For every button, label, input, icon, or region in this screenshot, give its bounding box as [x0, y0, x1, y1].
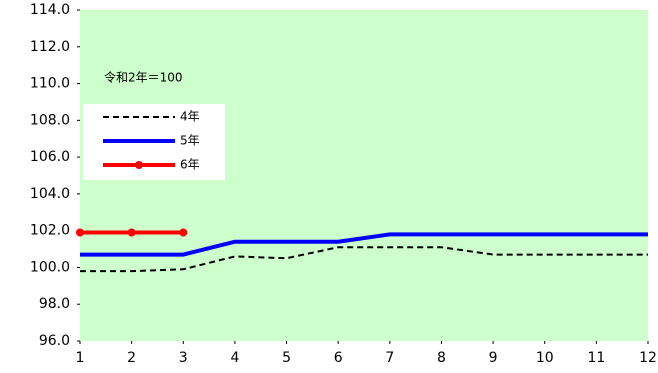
legend-label: 5年 — [180, 134, 200, 148]
series-line — [80, 232, 648, 257]
x-tick-label: 8 — [437, 350, 446, 366]
x-tick-label: 11 — [587, 350, 605, 366]
x-tick-label: 6 — [334, 350, 343, 366]
x-tick-label: 7 — [385, 350, 394, 366]
series-line — [80, 246, 648, 273]
x-tick-label: 9 — [489, 350, 498, 366]
y-tick-label: 106.0 — [30, 149, 70, 165]
x-tick-label: 5 — [282, 350, 291, 366]
x-tick-label: 12 — [639, 350, 657, 366]
legend-marker — [135, 161, 143, 169]
y-tick-label: 112.0 — [30, 39, 70, 55]
marker — [127, 228, 136, 237]
annotation: 令和2年＝100 — [104, 70, 183, 85]
plot — [76, 9, 649, 344]
x-tick-label: 4 — [230, 350, 239, 366]
legend-label: 4年 — [180, 110, 200, 124]
y-tick-label: 114.0 — [30, 2, 70, 18]
y-tick-label: 98.0 — [39, 296, 70, 312]
y-tick-label: 96.0 — [39, 333, 70, 349]
legend-label: 6年 — [180, 158, 200, 172]
x-tick-label: 2 — [127, 350, 136, 366]
y-tick-label: 110.0 — [30, 76, 70, 92]
marker — [179, 228, 188, 237]
y-tick-label: 102.0 — [30, 223, 70, 239]
x-tick-label: 10 — [536, 350, 554, 366]
x-tick-label: 1 — [76, 350, 85, 366]
y-tick-label: 108.0 — [30, 112, 70, 128]
y-tick-label: 104.0 — [30, 186, 70, 202]
legend: 4年 5年 6年 — [103, 110, 200, 172]
x-tick-label: 3 — [179, 350, 188, 366]
marker — [76, 228, 84, 237]
y-tick-label: 100.0 — [30, 259, 70, 275]
